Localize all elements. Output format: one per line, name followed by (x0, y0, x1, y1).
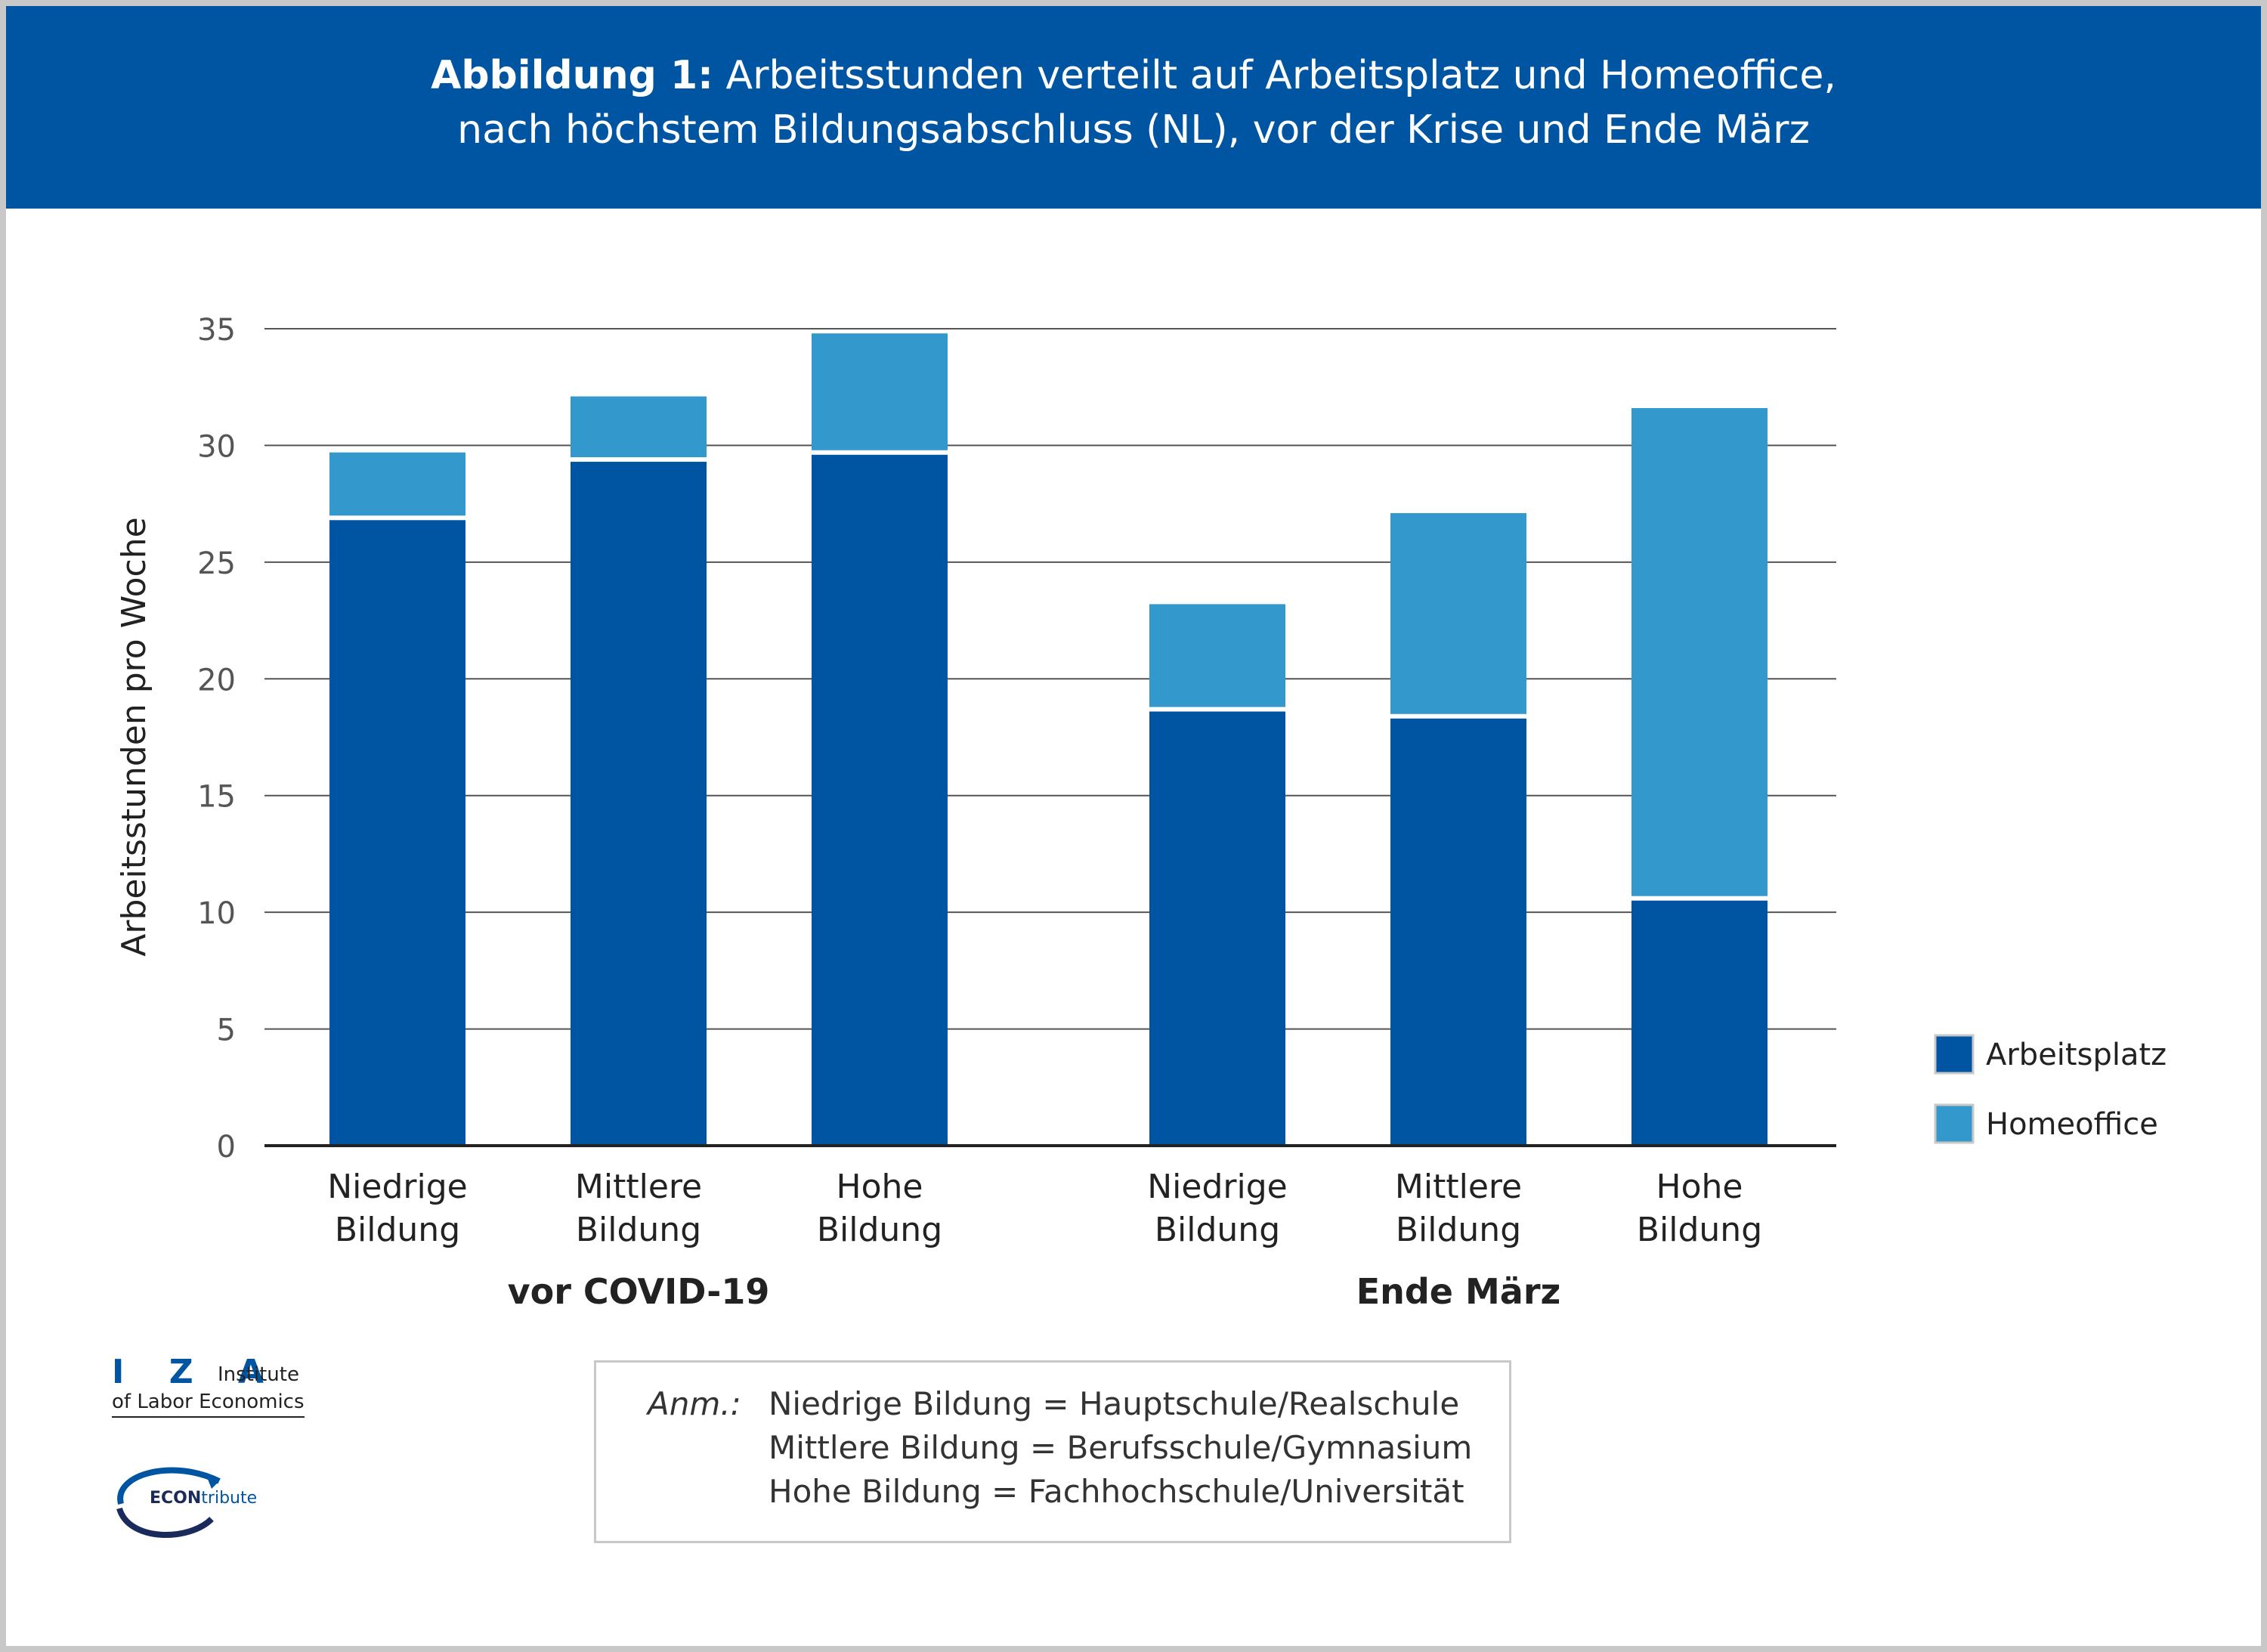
bar-arbeitsplatz-2 (571, 462, 707, 1146)
title-rest: Arbeitsstunden verteilt auf Arbeitsplatz… (713, 53, 1836, 98)
title-line-1: Abbildung 1: Arbeitsstunden verteilt auf… (6, 53, 2261, 98)
x-tick-label-6: Hohe Bildung (1637, 1168, 1762, 1249)
title-bold: Abbildung 1: (431, 53, 713, 98)
x-tick-label-2: Mittlere Bildung (575, 1168, 702, 1249)
x-tick-label-3: Hohe Bildung (817, 1168, 942, 1249)
y-tick-label-30: 30 (197, 429, 236, 464)
y-tick-label-20: 20 (197, 663, 236, 698)
iza-logo: I Z A Institute of Labor Economics (112, 1353, 305, 1421)
x-tick-label-1: Niedrige Bildung (327, 1168, 467, 1249)
econtribute-swoosh-icon (116, 1467, 221, 1538)
bar-homeoffice-3 (812, 333, 948, 450)
bar-arbeitsplatz-6 (1631, 900, 1768, 1146)
y-axis-label: Arbeitsstunden pro Woche (115, 517, 153, 956)
x-tick-label-5: Mittlere Bildung (1395, 1168, 1522, 1249)
econ-bold: ECON (150, 1489, 202, 1508)
header-banner: Abbildung 1: Arbeitsstunden verteilt auf… (6, 6, 2261, 209)
legend-swatch-1 (1934, 1034, 1975, 1075)
y-tick-label-10: 10 (197, 896, 236, 931)
legend-label-2: Homeoffice (1986, 1107, 2158, 1142)
bar-arbeitsplatz-5 (1390, 718, 1526, 1146)
note-box: Anm.: Niedrige Bildung = Hauptschule/Rea… (594, 1360, 1511, 1543)
bar-homeoffice-4 (1149, 604, 1285, 707)
note-line-2: Mittlere Bildung = Berufsschule/Gymnasiu… (769, 1429, 1473, 1466)
bar-arbeitsplatz-3 (812, 454, 948, 1146)
legend-swatch-2 (1934, 1103, 1975, 1144)
econ-rest: tribute (201, 1489, 258, 1508)
legend-label-1: Arbeitsplatz (1986, 1038, 2166, 1072)
y-tick-label-0: 0 (217, 1130, 236, 1165)
iza-letters: I Z A (112, 1353, 280, 1391)
note-label: Anm.: (648, 1385, 741, 1422)
econtribute-wordmark: ECONtribute (150, 1489, 257, 1508)
econtribute-logo: ECONtribute (106, 1459, 257, 1542)
bar-homeoffice-6 (1631, 408, 1768, 896)
y-tick-label-35: 35 (197, 313, 236, 348)
group-label-2: Ende März (1356, 1271, 1561, 1312)
iza-institute-text: Institute (218, 1363, 299, 1386)
x-tick-label-4: Niedrige Bildung (1147, 1168, 1287, 1249)
iza-labor-text: of Labor Economics (112, 1391, 305, 1418)
note-line-3: Hohe Bildung = Fachhochschule/Universitä… (769, 1473, 1464, 1510)
bar-arbeitsplatz-1 (329, 520, 465, 1146)
title-line-2: nach höchstem Bildungsabschluss (NL), vo… (457, 107, 1810, 153)
y-tick-label-5: 5 (217, 1013, 236, 1048)
group-label-1: vor COVID-19 (508, 1271, 770, 1312)
bar-homeoffice-1 (329, 452, 465, 516)
note-line-1: Niedrige Bildung = Hauptschule/Realschul… (769, 1385, 1460, 1422)
y-tick-label-25: 25 (197, 546, 236, 581)
bar-arbeitsplatz-4 (1149, 711, 1285, 1146)
bar-homeoffice-2 (571, 396, 707, 458)
bar-homeoffice-5 (1390, 512, 1526, 714)
y-tick-label-15: 15 (197, 780, 236, 815)
